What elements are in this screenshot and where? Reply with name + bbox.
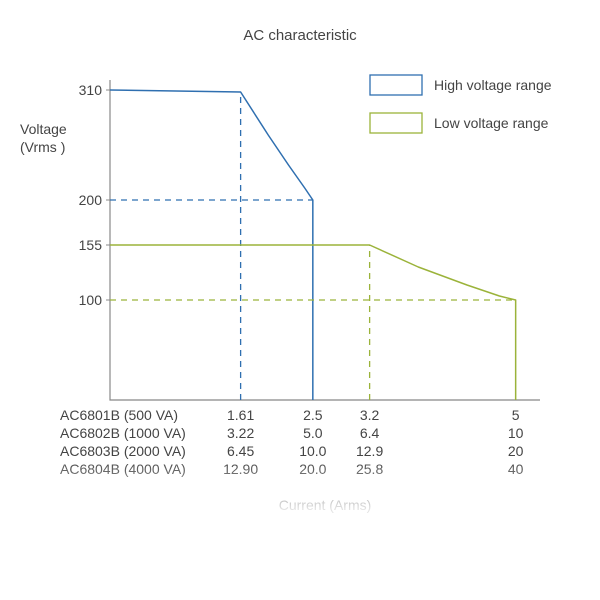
model-row-value: 3.2: [360, 407, 380, 423]
model-row-value: 5: [512, 407, 520, 423]
model-row-value: 10.0: [299, 443, 326, 459]
model-row-value: 12.9: [356, 443, 383, 459]
y-tick-label: 155: [79, 237, 103, 253]
model-row-label: AC6801B (500 VA): [60, 407, 178, 423]
model-row-value: 3.22: [227, 425, 254, 441]
model-row-label: AC6803B (2000 VA): [60, 443, 186, 459]
model-row-value: 5.0: [303, 425, 323, 441]
y-tick-label: 200: [79, 192, 103, 208]
chart-title: AC characteristic: [243, 27, 357, 44]
model-row-value: 10: [508, 425, 524, 441]
legend-swatch: [370, 113, 422, 133]
bottom-fade-overlay: [0, 460, 600, 600]
y-axis-label: Voltage: [20, 121, 67, 137]
y-axis-label-unit: (Vrms ): [20, 139, 65, 155]
model-row-value: 1.61: [227, 407, 254, 423]
legend-label: High voltage range: [434, 77, 552, 93]
model-row-label: AC6802B (1000 VA): [60, 425, 186, 441]
ac-characteristic-chart: AC characteristic 310 200 155 100 Voltage (Vrm…: [0, 0, 600, 600]
legend-swatch: [370, 75, 422, 95]
y-tick-label: 100: [79, 292, 103, 308]
model-row-value: 6.4: [360, 425, 380, 441]
y-tick-label: 310: [79, 82, 103, 98]
model-row-value: 2.5: [303, 407, 323, 423]
model-row-value: 6.45: [227, 443, 254, 459]
model-row-value: 20: [508, 443, 524, 459]
legend-label: Low voltage range: [434, 115, 549, 131]
